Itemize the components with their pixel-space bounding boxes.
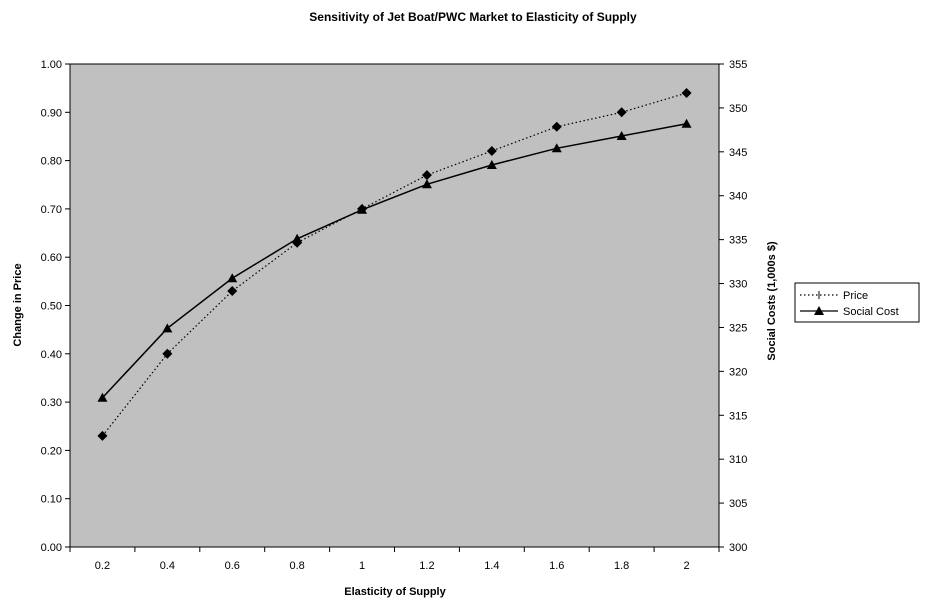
data-point-social-cost — [162, 323, 173, 333]
data-point-price — [227, 286, 238, 297]
y-left-tick-label: 0.20 — [41, 445, 62, 457]
legend: Price Social Cost — [794, 282, 920, 323]
data-point-price — [486, 145, 497, 156]
plot-area — [69, 63, 720, 548]
y-left-tick-label: 0.10 — [41, 494, 62, 506]
y-left-tick-label: 1.00 — [41, 59, 62, 71]
y-right-tick-label: 330 — [729, 279, 747, 291]
chart-title: Sensitivity of Jet Boat/PWC Market to El… — [309, 10, 637, 24]
x-tick-label: 1.2 — [419, 560, 434, 572]
y-axis-right: 300 305 310 315 320 325 330 335 340 345 350 355 — [719, 59, 747, 554]
x-tick-label: 0.6 — [225, 560, 240, 572]
y-axis-left-title: Change in Price — [12, 263, 24, 346]
x-tick-label: 1.8 — [614, 560, 629, 572]
y-axis-right-title: Social Costs (1,000s $) — [766, 241, 778, 361]
series-line-social-cost — [101, 122, 687, 399]
x-tick-label: 0.4 — [160, 560, 175, 572]
y-right-tick-label: 355 — [729, 59, 747, 71]
data-point-price — [616, 107, 627, 118]
x-tick-label: 2 — [683, 560, 689, 572]
y-right-tick-label: 350 — [729, 103, 747, 115]
y-right-tick-label: 315 — [729, 410, 747, 422]
y-left-tick-label: 0.60 — [41, 252, 62, 264]
x-tick-label: 0.8 — [290, 560, 305, 572]
data-point-social-cost — [357, 204, 368, 214]
y-left-tick-label: 0.40 — [41, 349, 62, 361]
data-point-price — [421, 170, 432, 181]
data-point-social-cost — [227, 273, 238, 283]
x-tick-label: 1.6 — [549, 560, 564, 572]
y-right-tick-label: 345 — [729, 147, 747, 159]
data-point-social-cost — [486, 159, 497, 169]
data-point-price — [551, 121, 562, 132]
y-left-tick-label: 0.90 — [41, 107, 62, 119]
x-axis: 0.2 0.4 0.6 0.8 1 1.2 1.4 1.6 1.8 2 — [69, 547, 720, 572]
x-tick-label: 0.2 — [95, 560, 110, 572]
data-point-price — [681, 87, 692, 98]
y-right-tick-label: 335 — [729, 235, 747, 247]
data-point-social-cost — [97, 392, 108, 402]
y-axis-left: 0.00 0.10 0.20 0.30 0.40 0.50 0.60 0.70 0.80 0.90… — [41, 59, 70, 554]
data-point-social-cost — [681, 118, 692, 128]
legend-box — [794, 282, 920, 323]
y-right-tick-label: 310 — [729, 454, 747, 466]
x-axis-title: Elasticity of Supply — [344, 586, 446, 598]
data-point-social-cost — [551, 143, 562, 153]
x-tick-label: 1 — [359, 560, 365, 572]
y-right-tick-label: 305 — [729, 498, 747, 510]
data-point-price — [162, 348, 173, 359]
data-point-price — [97, 430, 108, 441]
y-right-tick-label: 340 — [729, 191, 747, 203]
data-point-social-cost — [292, 233, 303, 243]
y-left-tick-label: 0.50 — [41, 301, 62, 313]
y-left-tick-label: 0.00 — [41, 542, 62, 554]
y-right-tick-label: 300 — [729, 542, 747, 554]
data-point-social-cost — [421, 179, 432, 189]
y-left-tick-label: 0.80 — [41, 156, 62, 168]
y-right-tick-label: 320 — [729, 366, 747, 378]
series-layer — [97, 87, 692, 441]
x-tick-label: 1.4 — [484, 560, 499, 572]
legend-marker — [814, 306, 824, 315]
data-point-social-cost — [616, 131, 627, 141]
y-left-tick-label: 0.30 — [41, 397, 62, 409]
legend-label: Price — [843, 290, 868, 302]
y-left-tick-label: 0.70 — [41, 204, 62, 216]
y-right-tick-label: 325 — [729, 322, 747, 334]
legend-label: Social Cost — [843, 306, 899, 318]
